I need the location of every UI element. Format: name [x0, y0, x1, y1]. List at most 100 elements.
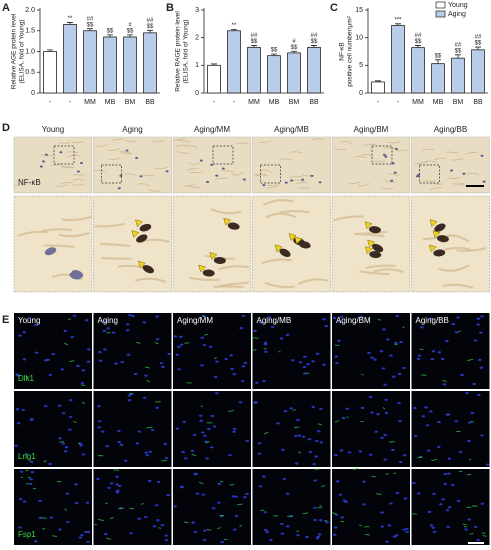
dapi-nucleus	[426, 449, 431, 452]
fiber	[267, 183, 280, 187]
dapi-nucleus	[18, 498, 23, 501]
marker-signal	[236, 503, 243, 506]
dapi-nucleus	[167, 352, 171, 356]
fiber	[265, 185, 279, 189]
dapi-nucleus	[155, 338, 160, 341]
dapi-nucleus	[74, 502, 79, 505]
dapi-nucleus	[243, 361, 248, 365]
dapi-nucleus	[65, 492, 70, 495]
x-tick-label: BB	[145, 99, 155, 106]
dapi-nucleus	[301, 435, 306, 438]
x-tick-label: -	[377, 99, 380, 106]
if-image	[173, 469, 251, 545]
dapi-nucleus	[367, 351, 371, 354]
dapi-nucleus	[135, 442, 140, 445]
dapi-nucleus	[325, 521, 329, 524]
dapi-nucleus	[262, 379, 266, 383]
marker-signal	[385, 473, 389, 475]
dapi-nucleus	[458, 450, 463, 454]
nucleus	[390, 179, 394, 182]
dapi-nucleus	[337, 339, 341, 342]
fiber	[61, 215, 93, 221]
marker-signal	[298, 451, 302, 454]
nucleus	[117, 187, 121, 190]
arrowhead	[131, 230, 140, 238]
dapi-nucleus	[347, 451, 352, 454]
marker-signal	[43, 460, 47, 463]
dapi-nucleus	[269, 539, 273, 542]
bar	[411, 47, 425, 94]
dapi-nucleus	[370, 411, 374, 414]
dapi-nucleus	[334, 513, 339, 516]
dapi-nucleus	[203, 434, 207, 437]
marker-signal	[239, 525, 243, 527]
significance-label: $$	[271, 48, 278, 54]
dapi-nucleus	[233, 528, 237, 531]
dapi-nucleus	[332, 533, 337, 536]
dapi-nucleus	[431, 350, 436, 353]
dapi-nucleus	[257, 452, 262, 455]
dapi-nucleus	[344, 500, 348, 503]
fiber	[297, 278, 329, 285]
dapi-nucleus	[464, 528, 468, 531]
significance-label: $$	[475, 41, 482, 47]
dapi-nucleus	[429, 317, 433, 320]
nucleus	[215, 174, 219, 177]
fiber	[265, 212, 297, 219]
dapi-nucleus	[152, 525, 157, 528]
bar	[371, 81, 385, 94]
dapi-nucleus	[84, 530, 88, 534]
column-label: Aging/MB	[257, 316, 292, 325]
dapi-nucleus	[465, 391, 469, 395]
marker-signal	[199, 481, 204, 485]
dapi-nucleus	[405, 531, 409, 534]
dapi-nucleus	[443, 482, 448, 486]
dapi-nucleus	[413, 406, 417, 410]
y-tick-label: 0	[359, 90, 363, 97]
dapi-nucleus	[234, 514, 239, 518]
nucleus	[76, 170, 80, 173]
y-tick-label: 3	[195, 7, 199, 14]
dapi-nucleus	[368, 453, 373, 456]
x-tick-label: MB	[269, 99, 280, 106]
dapi-nucleus	[416, 492, 421, 495]
if-image	[173, 313, 251, 389]
dapi-nucleus	[324, 324, 329, 328]
fiber	[137, 183, 150, 187]
fiber	[188, 162, 201, 165]
dapi-nucleus	[443, 472, 448, 476]
dapi-nucleus	[446, 413, 451, 416]
fiber	[135, 277, 166, 283]
dapi-nucleus	[485, 463, 490, 466]
dapi-nucleus	[43, 404, 48, 408]
marker-signal	[183, 521, 189, 524]
fiber	[178, 140, 191, 143]
dapi-nucleus	[192, 433, 197, 437]
dapi-nucleus	[175, 353, 180, 356]
nucleus	[369, 251, 382, 259]
significance-label: $$	[291, 45, 298, 51]
dapi-nucleus	[480, 502, 485, 505]
x-tick-label: -	[397, 99, 400, 106]
fiber	[438, 264, 470, 272]
marker-signal	[80, 384, 86, 386]
dapi-nucleus	[460, 373, 464, 377]
dapi-nucleus	[22, 500, 27, 503]
dapi-nucleus	[164, 534, 169, 537]
nucleus	[262, 184, 266, 187]
dapi-nucleus	[281, 448, 285, 451]
dapi-nucleus	[74, 483, 78, 486]
dapi-nucleus	[241, 365, 246, 368]
marker-signal	[64, 342, 69, 346]
fiber	[339, 140, 353, 145]
dapi-nucleus	[477, 393, 481, 397]
dapi-nucleus	[381, 367, 386, 370]
dapi-nucleus	[22, 358, 27, 361]
marker-signal	[321, 484, 326, 488]
fiber	[261, 258, 292, 265]
fiber	[333, 215, 365, 222]
x-tick-label: -	[49, 99, 52, 106]
dapi-nucleus	[393, 341, 398, 344]
dapi-nucleus	[166, 494, 170, 497]
